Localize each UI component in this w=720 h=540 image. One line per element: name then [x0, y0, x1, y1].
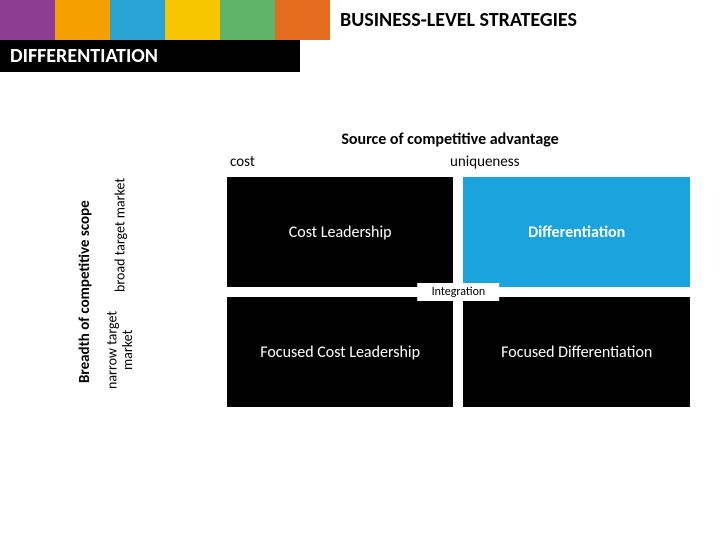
- vertical-labels: Breadth of competitive scope broad targe…: [70, 177, 140, 407]
- matrix-row-top: Cost Leadership Differentiation: [227, 177, 690, 287]
- header: BUSINESS-LEVEL STRATEGIES: [0, 0, 720, 40]
- color-block-2: [55, 0, 110, 40]
- col-head-uniqueness: uniqueness: [450, 153, 670, 171]
- row-labels: broad target market narrow target market: [100, 177, 140, 407]
- color-block-3: [110, 0, 165, 40]
- left-axis-main: Breadth of competitive scope: [70, 177, 100, 407]
- cell-focused-cost-leadership: Focused Cost Leadership: [227, 297, 454, 407]
- matrix-row-bottom: Focused Cost Leadership Focused Differen…: [227, 297, 690, 407]
- color-block-5: [220, 0, 275, 40]
- color-block-6: [275, 0, 330, 40]
- section-banner: DIFFERENTIATION: [0, 40, 300, 72]
- strategy-matrix: Source of competitive advantage cost uni…: [70, 130, 690, 407]
- matrix-padding: [140, 177, 227, 407]
- integration-label: Integration: [418, 283, 500, 301]
- cell-focused-differentiation: Focused Differentiation: [463, 297, 690, 407]
- cell-differentiation: Differentiation: [463, 177, 690, 287]
- col-head-cost: cost: [230, 153, 450, 171]
- cell-cost-leadership: Cost Leadership: [227, 177, 454, 287]
- column-headers: cost uniqueness: [230, 153, 670, 171]
- color-block-1: [0, 0, 55, 40]
- row-label-broad: broad target market: [100, 177, 140, 292]
- matrix: Cost Leadership Differentiation Focused …: [227, 177, 690, 407]
- grid-wrap: Breadth of competitive scope broad targe…: [70, 177, 690, 407]
- row-label-narrow: narrow target market: [100, 292, 140, 407]
- top-axis-label: Source of competitive advantage: [230, 130, 670, 149]
- header-color-blocks: [0, 0, 330, 40]
- page-title: BUSINESS-LEVEL STRATEGIES: [330, 8, 720, 32]
- color-block-4: [165, 0, 220, 40]
